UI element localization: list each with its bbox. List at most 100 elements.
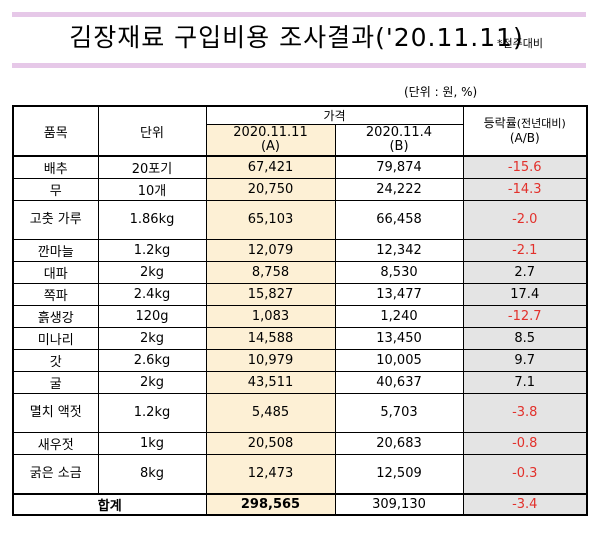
unit-cell: 1kg bbox=[97, 432, 207, 455]
total-label: 합계 bbox=[12, 493, 207, 516]
header-unit: 단위 bbox=[97, 105, 207, 157]
header-rate-sub: (A/B) bbox=[509, 131, 540, 145]
table-row: 쪽파 2.4kg 15,827 13,477 17.4 bbox=[12, 283, 588, 306]
item-cell: 쪽파 bbox=[12, 283, 99, 306]
current-price-cell: 15,827 bbox=[205, 283, 336, 306]
item-cell: 갓 bbox=[12, 349, 99, 372]
previous-price-cell: 10,005 bbox=[334, 349, 464, 372]
current-price-cell: 20,750 bbox=[205, 178, 336, 201]
rate-cell: -0.3 bbox=[462, 454, 588, 495]
unit-cell: 120g bbox=[97, 305, 207, 328]
table-row: 배추 20포기 67,421 79,874 -15.6 bbox=[12, 155, 588, 179]
header-rate-note: (전년대비) bbox=[516, 117, 566, 130]
unit-cell: 2kg bbox=[97, 261, 207, 284]
item-cell: 굵은 소금 bbox=[12, 454, 99, 495]
current-price-cell: 5,485 bbox=[205, 393, 336, 433]
rate-cell: -15.6 bbox=[462, 155, 588, 179]
header-rate-label: 등락률 bbox=[483, 116, 517, 130]
table-row: 갓 2.6kg 10,979 10,005 9.7 bbox=[12, 349, 588, 372]
rate-cell: -0.8 bbox=[462, 432, 588, 455]
table-row: 새우젓 1kg 20,508 20,683 -0.8 bbox=[12, 432, 588, 455]
item-cell: 흙생강 bbox=[12, 305, 99, 328]
header-rate: 등락률(전년대비) (A/B) bbox=[462, 105, 588, 157]
unit-cell: 2.4kg bbox=[97, 283, 207, 306]
current-price-cell: 1,083 bbox=[205, 305, 336, 328]
header-previous-sub: (B) bbox=[389, 139, 409, 154]
current-price-cell: 43,511 bbox=[205, 371, 336, 394]
table-row: 대파 2kg 8,758 8,530 2.7 bbox=[12, 261, 588, 284]
header-item: 품목 bbox=[12, 105, 99, 157]
previous-price-cell: 5,703 bbox=[334, 393, 464, 433]
item-cell: 새우젓 bbox=[12, 432, 99, 455]
rate-cell: 7.1 bbox=[462, 371, 588, 394]
table-body: 배추 20포기 67,421 79,874 -15.6 무 10개 20,750 24,222-… bbox=[12, 155, 588, 516]
title-note: *전주대비 bbox=[497, 37, 543, 50]
item-cell: 대파 bbox=[12, 261, 99, 284]
previous-price-cell: 13,450 bbox=[334, 327, 464, 350]
price-table: 품목 단위 가격 등락률(전년대비) (A/B) 2020.11.11 (A) … bbox=[12, 105, 588, 516]
unit-cell: 10개 bbox=[97, 178, 207, 201]
previous-price-cell: 12,509 bbox=[334, 454, 464, 495]
table-row: 미나리 2kg 14,588 13,450 8.5 bbox=[12, 327, 588, 350]
current-price-cell: 10,979 bbox=[205, 349, 336, 372]
table-row: 굴 2kg 43,511 40,637 7.1 bbox=[12, 371, 588, 394]
current-price-cell: 12,473 bbox=[205, 454, 336, 495]
item-cell: 깐마늘 bbox=[12, 239, 99, 262]
title-area: 김장재료 구입비용 조사결과('20.11.11) bbox=[0, 18, 593, 54]
total-rate-cell: -3.4 bbox=[462, 493, 588, 516]
item-cell: 멸치 액젓 bbox=[12, 393, 99, 433]
table-row: 멸치 액젓 1.2kg 5,485 5,703 -3.8 bbox=[12, 393, 588, 433]
unit-cell: 1.2kg bbox=[97, 393, 207, 433]
current-price-cell: 20,508 bbox=[205, 432, 336, 455]
item-cell: 고춧 가루 bbox=[12, 200, 99, 240]
unit-cell: 8kg bbox=[97, 454, 207, 495]
current-price-cell: 8,758 bbox=[205, 261, 336, 284]
table-row: 깐마늘 1.2kg 12,079 12,342 -2.1 bbox=[12, 239, 588, 262]
header-current: 2020.11.11 (A) bbox=[205, 124, 336, 157]
previous-price-cell: 8,530 bbox=[334, 261, 464, 284]
header-previous: 2020.11.4 (B) bbox=[334, 124, 464, 157]
previous-price-cell: 66,458 bbox=[334, 200, 464, 240]
table-row: 흙생강 120g 1,083 1,240 -12.7 bbox=[12, 305, 588, 328]
table-row: 굵은 소금 8kg 12,473 12,509 -0.3 bbox=[12, 454, 588, 495]
item-cell: 배추 bbox=[12, 155, 99, 179]
top-accent-band bbox=[12, 12, 586, 17]
unit-cell: 1.86kg bbox=[97, 200, 207, 240]
total-current-cell: 298,565 bbox=[205, 493, 336, 516]
rate-cell: -14.3 bbox=[462, 178, 588, 201]
previous-price-cell: 12,342 bbox=[334, 239, 464, 262]
rate-cell: 8.5 bbox=[462, 327, 588, 350]
previous-price-cell: 1,240 bbox=[334, 305, 464, 328]
total-row: 합계 298,565 309,130 -3.4 bbox=[12, 493, 588, 516]
table-row: 고춧 가루 1.86kg 65,103 66,458 -2.0 bbox=[12, 200, 588, 240]
previous-price-cell: 20,683 bbox=[334, 432, 464, 455]
unit-label: (단위 : 원, %) bbox=[404, 85, 478, 99]
header-previous-date: 2020.11.4 bbox=[365, 125, 433, 140]
item-cell: 무 bbox=[12, 178, 99, 201]
header-current-sub: (A) bbox=[260, 139, 281, 154]
rate-cell: -2.1 bbox=[462, 239, 588, 262]
rate-cell: -3.8 bbox=[462, 393, 588, 433]
total-previous-cell: 309,130 bbox=[334, 493, 464, 516]
rate-cell: -2.0 bbox=[462, 200, 588, 240]
rate-cell: 2.7 bbox=[462, 261, 588, 284]
rate-cell: 17.4 bbox=[462, 283, 588, 306]
rate-cell: 9.7 bbox=[462, 349, 588, 372]
unit-cell: 1.2kg bbox=[97, 239, 207, 262]
unit-cell: 2.6kg bbox=[97, 349, 207, 372]
item-cell: 굴 bbox=[12, 371, 99, 394]
previous-price-cell: 40,637 bbox=[334, 371, 464, 394]
page-title: 김장재료 구입비용 조사결과('20.11.11) bbox=[69, 23, 524, 52]
item-cell: 미나리 bbox=[12, 327, 99, 350]
current-price-cell: 12,079 bbox=[205, 239, 336, 262]
rate-cell: -12.7 bbox=[462, 305, 588, 328]
table-row: 무 10개 20,750 24,222 -14.3 bbox=[12, 178, 588, 201]
unit-cell: 2kg bbox=[97, 327, 207, 350]
unit-cell: 2kg bbox=[97, 371, 207, 394]
bottom-accent-band bbox=[12, 63, 586, 68]
previous-price-cell: 13,477 bbox=[334, 283, 464, 306]
unit-cell: 20포기 bbox=[97, 155, 207, 179]
previous-price-cell: 24,222 bbox=[334, 178, 464, 201]
header-current-date: 2020.11.11 bbox=[233, 125, 308, 140]
current-price-cell: 65,103 bbox=[205, 200, 336, 240]
